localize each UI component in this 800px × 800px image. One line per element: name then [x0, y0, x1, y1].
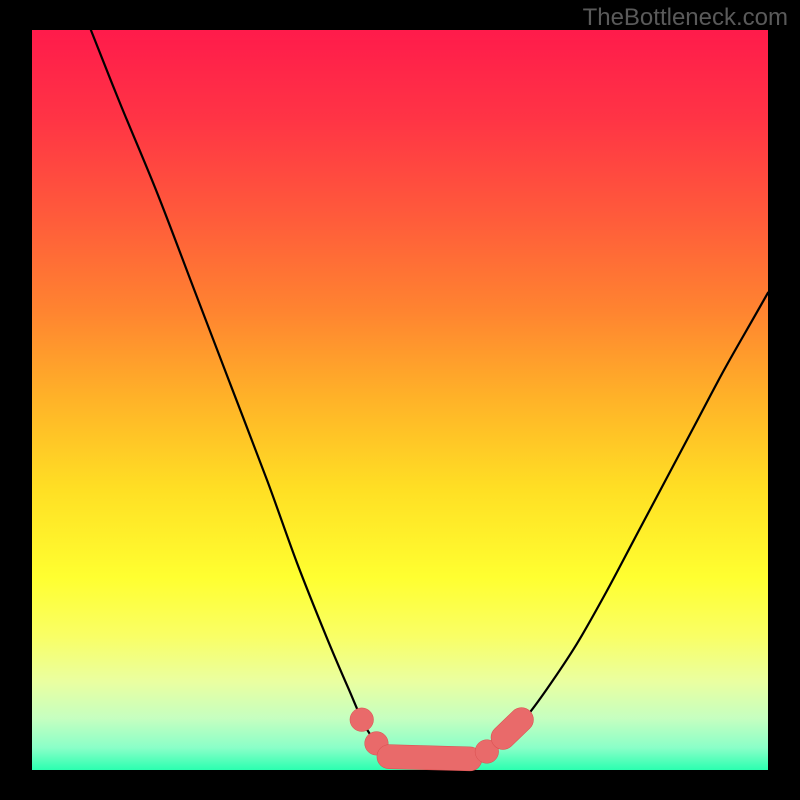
highlight-marker [389, 757, 470, 759]
bottleneck-curve-chart [0, 0, 800, 800]
gradient-background [32, 30, 768, 770]
highlight-marker [350, 708, 374, 732]
chart-container: TheBottleneck.com [0, 0, 800, 800]
highlight-marker [503, 720, 521, 738]
watermark-text: TheBottleneck.com [583, 4, 788, 32]
